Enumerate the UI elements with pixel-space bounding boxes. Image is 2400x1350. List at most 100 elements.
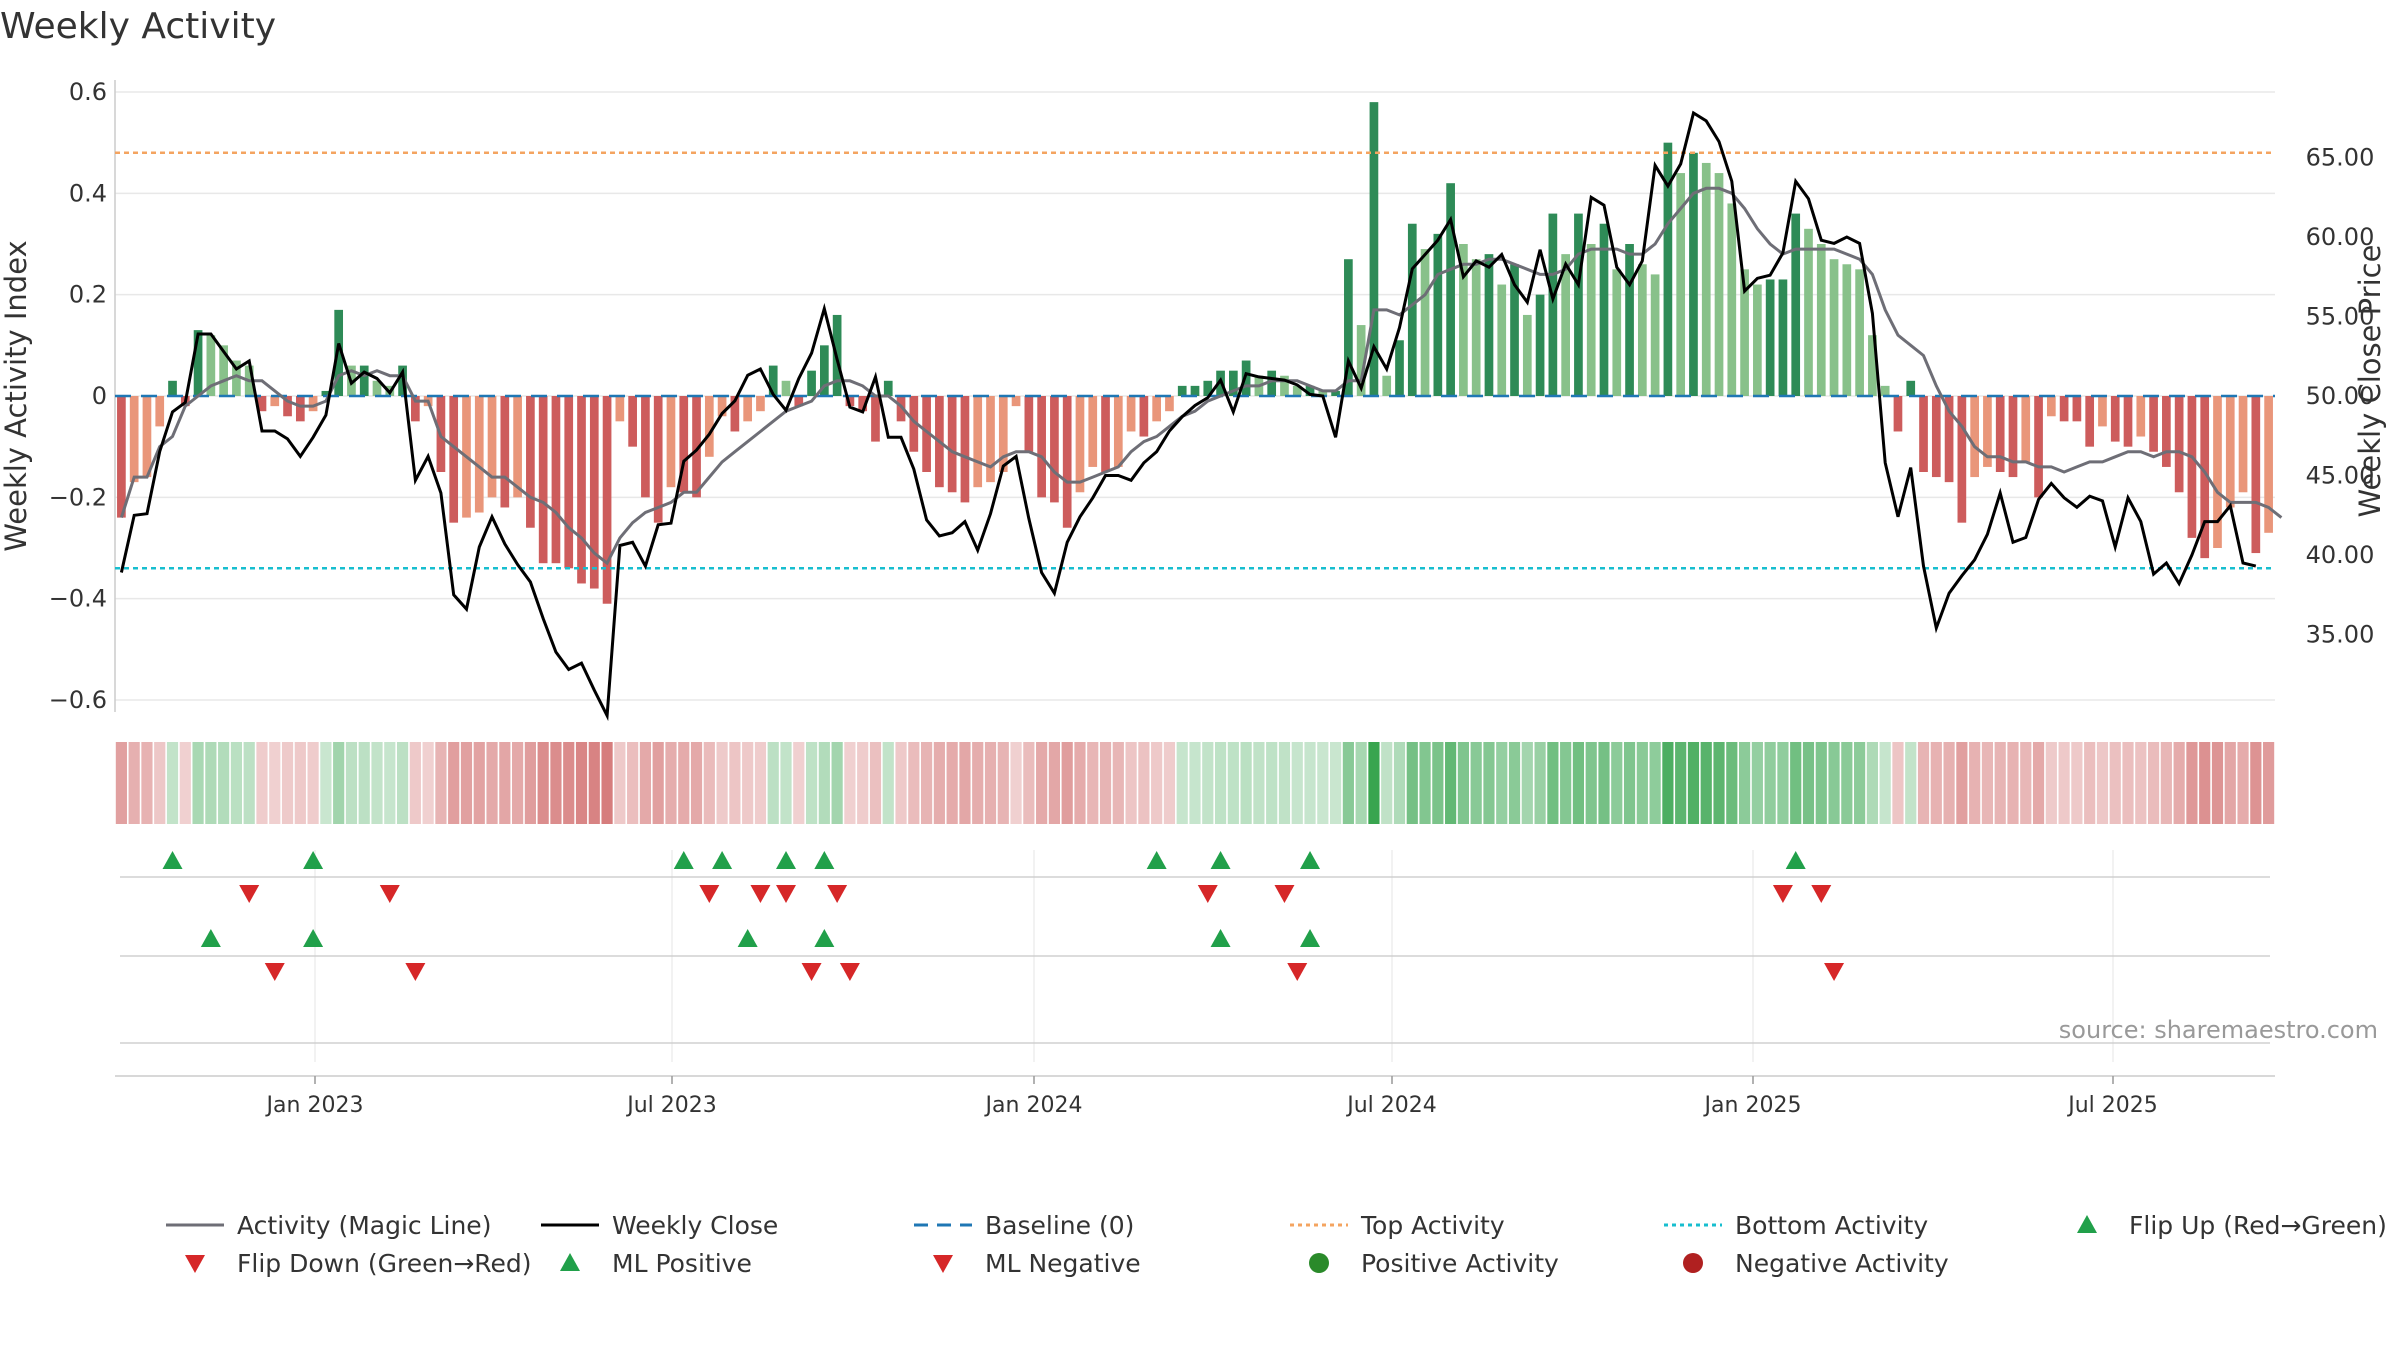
activity-bar bbox=[155, 396, 165, 427]
flip-down-marker bbox=[239, 885, 260, 903]
activity-bar bbox=[321, 390, 331, 396]
y2-tick-label: 35.00 bbox=[2306, 621, 2375, 649]
heat-strip-bg bbox=[716, 742, 728, 824]
activity-bar bbox=[295, 396, 305, 422]
activity-bar bbox=[986, 396, 995, 483]
y-tick-label: −0.6 bbox=[49, 686, 107, 714]
activity-bar bbox=[679, 396, 689, 493]
activity-bar bbox=[1369, 102, 1379, 396]
x-tick-label: Jan 2025 bbox=[1703, 1093, 1802, 1118]
activity-bar bbox=[2072, 396, 2082, 422]
activity-bar bbox=[2200, 396, 2210, 559]
heat-strip-cell bbox=[665, 742, 677, 824]
activity-bar bbox=[922, 396, 931, 472]
heat-strip-bg bbox=[1304, 742, 1316, 824]
heat-strip-cell bbox=[1266, 742, 1278, 824]
heat-strip-bg bbox=[2084, 742, 2096, 824]
heat-strip-cell bbox=[805, 742, 818, 824]
flip-up-marker bbox=[1300, 851, 1321, 869]
activity-bar bbox=[1203, 380, 1213, 396]
activity-bar bbox=[232, 360, 241, 396]
heat-strip-bg bbox=[1905, 742, 1917, 824]
legend-bottom-activity-label: Bottom Activity bbox=[1735, 1211, 1928, 1240]
activity-bar bbox=[1152, 396, 1162, 422]
activity-bar bbox=[743, 396, 753, 422]
activity-bar bbox=[1995, 396, 2005, 472]
flip-up-marker bbox=[162, 851, 183, 869]
heat-strip-cell bbox=[1675, 742, 1687, 824]
heat-strip-bg bbox=[793, 742, 805, 824]
ml-positive-marker bbox=[1300, 929, 1321, 947]
heat-strip-cell bbox=[1227, 742, 1239, 824]
heat-strip-cell bbox=[1406, 742, 1418, 824]
heat-strip-cell bbox=[601, 742, 613, 824]
heat-strip-cell bbox=[141, 742, 153, 824]
heat-strip-bg bbox=[690, 742, 703, 824]
activity-bar bbox=[692, 396, 701, 498]
heat-strip-cell bbox=[831, 742, 843, 824]
heat-strip-cell bbox=[1828, 742, 1840, 824]
activity-bar bbox=[2034, 396, 2043, 498]
flip-down-marker bbox=[1274, 885, 1295, 903]
heat-strip-bg bbox=[1253, 742, 1265, 824]
heat-strip-bg bbox=[2020, 742, 2032, 824]
heat-strip-bg bbox=[396, 742, 409, 824]
activity-bar bbox=[730, 396, 740, 432]
heat-strip-cell bbox=[2237, 742, 2249, 824]
heat-strip-cell bbox=[908, 742, 920, 824]
heat-strip-cell bbox=[1189, 742, 1201, 824]
heat-strip-cell bbox=[793, 742, 805, 824]
heat-strip-cell bbox=[1777, 742, 1789, 824]
heat-strip-cell bbox=[460, 742, 473, 824]
activity-bar bbox=[1650, 274, 1660, 396]
legend-weekly-close-label: Weekly Close bbox=[612, 1211, 778, 1240]
heat-strip-bg bbox=[1151, 742, 1163, 824]
activity-bar bbox=[1522, 314, 1532, 396]
activity-bar bbox=[1050, 396, 1059, 503]
heat-strip-bg bbox=[805, 742, 818, 824]
activity-bar bbox=[1829, 259, 1839, 396]
heat-strip-cell bbox=[767, 742, 779, 824]
heat-strip-cell bbox=[1726, 742, 1738, 824]
flip-down-marker bbox=[379, 885, 400, 903]
activity-bar bbox=[1165, 396, 1174, 412]
heat-strip-cell bbox=[1687, 742, 1700, 824]
heat-strip-cell bbox=[179, 742, 191, 824]
heat-strip-bg bbox=[780, 742, 792, 824]
heat-strip-cell bbox=[333, 742, 345, 824]
activity-bar bbox=[1944, 396, 1954, 483]
heat-strip-cell bbox=[1905, 742, 1917, 824]
legend-ml-negative-label: ML Negative bbox=[985, 1249, 1141, 1278]
activity-bar bbox=[1714, 173, 1724, 396]
ml-positive-marker bbox=[200, 929, 221, 947]
activity-bar bbox=[641, 396, 650, 498]
heat-strip-cell bbox=[1483, 742, 1495, 824]
heat-strip-bg bbox=[1112, 742, 1124, 824]
heat-strip-bg bbox=[269, 742, 281, 824]
heat-strip-bg bbox=[1393, 742, 1406, 824]
heat-strip-cell bbox=[1342, 742, 1354, 824]
heat-strip-bg bbox=[1176, 742, 1188, 824]
heat-strip-bg bbox=[895, 742, 907, 824]
x-tick-label: Jan 2023 bbox=[265, 1093, 364, 1118]
heat-strip-bg bbox=[294, 742, 306, 824]
activity-bar bbox=[2238, 396, 2248, 493]
activity-bar bbox=[1267, 370, 1277, 396]
activity-bar bbox=[1292, 385, 1302, 396]
activity-bar bbox=[1484, 254, 1494, 396]
heat-strip-bg bbox=[192, 742, 204, 824]
heat-strip-cell bbox=[1457, 742, 1469, 824]
activity-bar bbox=[896, 396, 906, 422]
activity-bar bbox=[1637, 264, 1647, 396]
activity-bar bbox=[1331, 390, 1340, 396]
heat-strip-cell bbox=[2186, 742, 2198, 824]
heat-strip-bg bbox=[1266, 742, 1278, 824]
activity-bar bbox=[219, 345, 228, 396]
activity-bar bbox=[628, 396, 637, 447]
heat-strip-cell bbox=[1713, 742, 1725, 824]
activity-bar bbox=[1906, 380, 1916, 396]
activity-bar bbox=[411, 396, 420, 422]
flip-up-marker bbox=[814, 851, 835, 869]
legend-flip-down-swatch bbox=[185, 1255, 205, 1273]
